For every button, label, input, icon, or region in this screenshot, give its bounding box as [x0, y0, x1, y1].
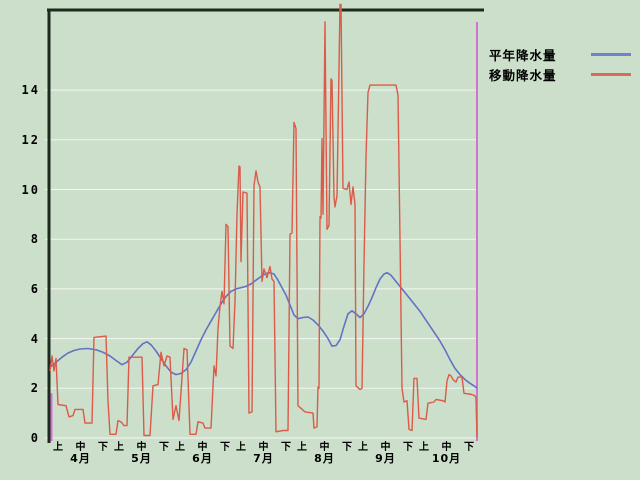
x-period-label: 下: [464, 442, 474, 453]
x-month-label: 5月: [131, 452, 152, 465]
y-tick-label-0: 0: [30, 431, 40, 445]
y-tick-label-8: 8: [30, 232, 40, 247]
legend-line-sample-blue: [591, 52, 631, 56]
y-tick-label-2: 2: [30, 381, 40, 396]
series-line-moving: [49, 3, 478, 437]
x-period-label: 下: [98, 442, 108, 453]
x-period-label: 中: [380, 442, 391, 453]
x-month-label: 8月: [314, 452, 335, 465]
x-month-group-4月: 上 中 下 4月: [50, 442, 111, 465]
x-period-label: 中: [258, 442, 269, 453]
x-period-label: 上: [114, 442, 124, 453]
x-month-group-9月: 上 中 下 9月: [355, 442, 416, 465]
y-tick-label-4: 4: [30, 331, 40, 346]
legend-label-normal: 平年降水量: [489, 47, 557, 63]
x-month-group-7月: 上 中 下 7月: [233, 442, 294, 465]
x-period-label: 下: [220, 442, 230, 453]
y-tick-label-6: 6: [30, 281, 40, 296]
legend-line-sample-red: [591, 72, 631, 76]
legend: 平年降水量 移動降水量: [489, 44, 631, 84]
x-month-group-10月: 上 中 下 10月: [416, 442, 477, 465]
x-month-label: 9月: [375, 452, 396, 465]
x-period-label: 中: [319, 442, 330, 453]
x-period-label: 上: [175, 442, 185, 453]
series-line-normal: [49, 271, 478, 389]
x-month-label: 6月: [192, 452, 213, 465]
x-period-label: 上: [358, 442, 368, 453]
x-month-label: 10月: [431, 452, 462, 465]
y-tick-label-10: 10: [21, 182, 40, 197]
x-month-label: 4月: [70, 452, 91, 465]
x-period-label: 中: [75, 442, 86, 453]
x-axis-labels: 上中下 4月上中下 5月上中下 6月上中下 7月上中下 8月上中下 9月上中下 10月: [50, 442, 477, 465]
legend-item-moving-precipitation: 移動降水量: [489, 64, 631, 84]
x-period-label: 中: [197, 442, 208, 453]
legend-item-normal-precipitation: 平年降水量: [489, 44, 631, 64]
y-tick-label-14: 14: [21, 83, 40, 98]
x-month-group-8月: 上 中 下 8月: [294, 442, 355, 465]
x-period-label: 中: [441, 442, 452, 453]
y-tick-label-12: 12: [21, 132, 40, 147]
x-period-label: 下: [281, 442, 291, 453]
x-period-label: 上: [236, 442, 246, 453]
x-period-label: 下: [159, 442, 169, 453]
x-period-label: 上: [297, 442, 307, 453]
x-period-label: 中: [136, 442, 147, 453]
x-period-label: 下: [403, 442, 413, 453]
legend-label-moving: 移動降水量: [489, 67, 557, 83]
x-month-group-6月: 上 中 下 6月: [172, 442, 233, 465]
x-month-label: 7月: [253, 452, 274, 465]
x-period-label: 上: [419, 442, 429, 453]
x-period-label: 上: [53, 442, 63, 453]
x-month-group-5月: 上 中 下 5月: [111, 442, 172, 465]
x-period-label: 下: [342, 442, 352, 453]
